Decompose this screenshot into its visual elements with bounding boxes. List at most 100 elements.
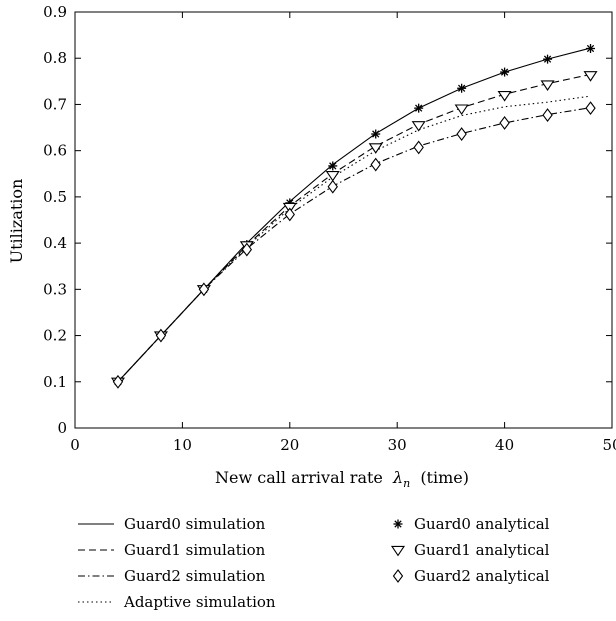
legend-label-adaptive-simulation: Adaptive simulation xyxy=(123,593,276,611)
y-tick-label: 0.2 xyxy=(43,327,67,345)
diamond-shape xyxy=(284,207,295,222)
data-point-guard2-analytical xyxy=(284,207,295,222)
data-point-guard1-analytical xyxy=(325,171,340,182)
triangle-shape xyxy=(497,91,512,102)
data-point-guard0-analytical xyxy=(586,44,596,54)
x-tick-label: 0 xyxy=(70,436,80,454)
data-point-guard1-analytical xyxy=(497,91,512,102)
triangle-shape xyxy=(411,121,426,132)
series-line-guard0-simulation xyxy=(117,47,591,383)
x-axis-label-text: New call arrival rate xyxy=(215,468,383,487)
diamond-shape xyxy=(198,282,210,297)
x-axis-label-subscript: n xyxy=(403,477,410,490)
asterisk-stroke xyxy=(543,55,552,63)
data-point-guard1-analytical xyxy=(583,71,598,82)
x-tick-label: 20 xyxy=(280,436,299,454)
legend-label-guard2-analytical: Guard2 analytical xyxy=(414,567,550,585)
y-tick-label: 0.1 xyxy=(43,373,67,391)
triangle-shape xyxy=(325,171,340,182)
asterisk-stroke xyxy=(586,44,595,53)
diamond-shape xyxy=(456,127,467,141)
diamond-shape xyxy=(499,116,510,130)
y-tick-label: 0.5 xyxy=(43,188,67,206)
y-tick-label: 0.6 xyxy=(43,142,67,160)
plot-frame xyxy=(74,11,613,429)
data-point-guard2-analytical xyxy=(112,374,124,389)
legend-marker-guard2-analytical xyxy=(392,569,404,583)
y-tick-label: 0.8 xyxy=(43,49,67,67)
legend-label-guard1-simulation: Guard1 simulation xyxy=(124,541,266,559)
x-axis-label-unit: (time) xyxy=(420,468,469,487)
triangle-shape xyxy=(454,104,469,115)
asterisk-stroke xyxy=(415,104,423,112)
y-tick-label: 0 xyxy=(57,419,67,437)
legend-marker-guard1-analytical xyxy=(390,545,406,557)
triangle-shape xyxy=(540,80,555,91)
diamond-shape xyxy=(112,374,124,389)
x-axis-label-symbol: λ xyxy=(392,468,403,487)
legend-label-guard0-analytical: Guard0 analytical xyxy=(414,515,550,533)
legend-label-guard0-simulation: Guard0 simulation xyxy=(124,515,266,533)
data-point-guard2-analytical xyxy=(370,157,381,172)
x-tick-label: 30 xyxy=(388,436,407,454)
data-point-guard2-analytical xyxy=(198,282,210,297)
data-point-guard0-analytical xyxy=(543,54,553,64)
data-point-guard2-analytical xyxy=(413,140,424,155)
y-tick-label: 0.4 xyxy=(43,234,67,252)
data-point-guard2-analytical xyxy=(499,116,510,130)
y-tick-label: 0.7 xyxy=(43,95,67,113)
series-markers xyxy=(110,44,598,389)
data-point-guard1-analytical xyxy=(411,121,426,132)
data-point-guard0-analytical xyxy=(414,103,424,113)
axis-ticks: 0 10 20 30 40 50 0 0.1 0.2 0.3 0.4 0.5 0.6 0.7 0.8 0.9 xyxy=(43,3,616,454)
asterisk-stroke xyxy=(372,130,380,138)
legend: Guard0 simulation Guard1 simulation Guard2… xyxy=(78,515,550,611)
x-tick-label: 50 xyxy=(602,436,616,454)
data-point-guard1-analytical xyxy=(368,143,383,154)
data-point-guard1-analytical xyxy=(454,104,469,115)
triangle-shape xyxy=(368,143,383,154)
x-tick-label: 40 xyxy=(495,436,514,454)
legend-label-guard1-analytical: Guard1 analytical xyxy=(414,541,550,559)
diamond-shape xyxy=(392,569,404,583)
plot-area-border xyxy=(74,11,613,429)
data-point-guard1-analytical xyxy=(540,80,555,91)
x-axis-label: New call arrival rate λn (time) xyxy=(215,468,469,491)
series-markers-guard2-analytical xyxy=(112,101,596,389)
triangle-shape xyxy=(390,545,406,557)
y-tick-label: 0.9 xyxy=(43,3,67,21)
asterisk-stroke xyxy=(394,520,402,528)
diamond-shape xyxy=(241,242,253,257)
diamond-shape xyxy=(413,140,424,155)
y-tick-label: 0.3 xyxy=(43,280,67,298)
triangle-shape xyxy=(583,71,598,82)
data-point-guard0-analytical xyxy=(457,83,467,93)
diamond-shape xyxy=(370,157,381,172)
series-line-guard1-simulation xyxy=(117,73,591,383)
data-point-guard2-analytical xyxy=(241,242,253,257)
diamond-shape xyxy=(155,328,167,343)
data-point-guard0-analytical xyxy=(328,161,338,171)
series-markers-guard0-analytical xyxy=(113,44,596,387)
diamond-shape xyxy=(327,179,338,194)
data-point-guard2-analytical xyxy=(327,179,338,194)
asterisk-stroke xyxy=(329,162,337,170)
legend-label-guard2-simulation: Guard2 simulation xyxy=(124,567,266,585)
data-point-guard2-analytical xyxy=(585,101,596,116)
series-line-adaptive-simulation xyxy=(117,95,591,383)
diamond-shape xyxy=(542,108,553,122)
data-point-guard2-analytical xyxy=(542,108,553,122)
asterisk-stroke xyxy=(500,68,509,76)
legend-marker-guard0-analytical xyxy=(393,519,403,529)
data-point-guard2-analytical xyxy=(155,328,167,343)
series-line-guard2-simulation xyxy=(117,107,591,383)
diamond-shape xyxy=(585,101,596,116)
asterisk-stroke xyxy=(457,84,466,92)
data-point-guard2-analytical xyxy=(456,127,467,141)
data-point-guard0-analytical xyxy=(500,67,510,77)
series-lines xyxy=(117,47,591,383)
y-axis-label: Utilization xyxy=(7,179,26,264)
x-tick-label: 10 xyxy=(173,436,192,454)
data-point-guard0-analytical xyxy=(371,129,381,139)
